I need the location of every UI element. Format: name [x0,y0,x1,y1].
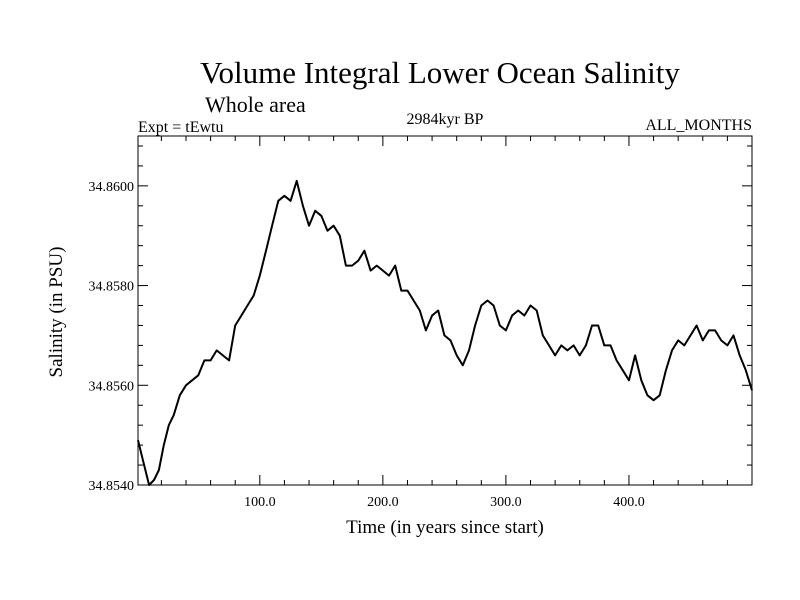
months-label: ALL_MONTHS [645,117,752,134]
experiment-label: Expt = tEwtu [138,119,223,136]
period-label: 2984kyr BP [407,111,484,128]
y-tick-label: 34.8560 [89,379,135,394]
x-axis-tick-labels: 100.0 200.0 300.0 400.0 [244,495,645,510]
y-axis-ticks [138,145,752,466]
x-tick-label: 300.0 [490,495,522,510]
y-tick-label: 34.8600 [89,180,135,195]
y-axis-label: Salinity (in PSU) [46,247,67,378]
x-tick-label: 400.0 [613,495,645,510]
plot-frame [137,135,753,486]
chart-subtitle: Whole area [205,92,306,117]
chart-title: Volume Integral Lower Ocean Salinity [200,55,680,90]
x-axis-label: Time (in years since start) [346,517,544,538]
y-tick-label: 34.8540 [89,479,135,494]
salinity-series-line [137,179,753,486]
x-tick-label: 200.0 [367,495,399,510]
x-axis-ticks [160,136,728,485]
x-tick-label: 100.0 [244,495,276,510]
y-tick-label: 34.8580 [89,280,135,295]
y-axis-tick-labels: 34.8540 34.8560 34.8580 34.8600 [89,180,135,494]
